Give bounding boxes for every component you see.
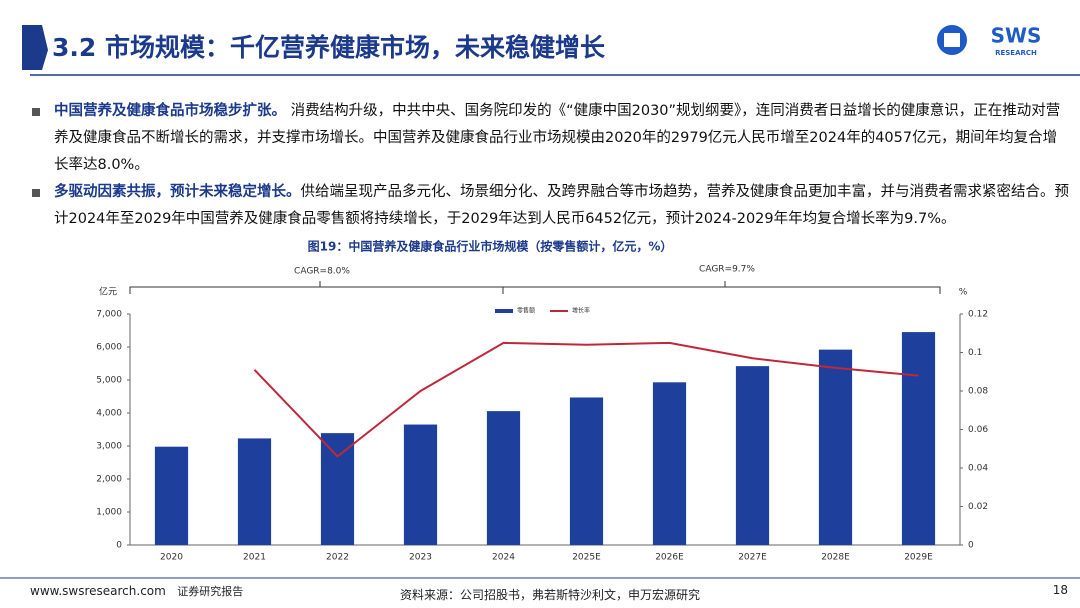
footer-site: www.swsresearch.com 证券研究报告 [30, 583, 243, 599]
y2-tick-label: 0.1 [968, 348, 982, 358]
slide-title: 3.2 市场规模：千亿营养健康市场，未来稳健增长 [52, 33, 605, 62]
x-tick-label: 2023 [409, 553, 432, 563]
page-number: 18 [1052, 583, 1068, 597]
bar [403, 424, 438, 545]
bullet-lead: 中国营养及健康食品市场稳步扩张。 [54, 103, 286, 119]
y-tick-label: 4,000 [96, 409, 122, 419]
y2-tick-label: 0.12 [968, 310, 988, 320]
bullet-text: 消费结构升级，中共中央、国务院印发的《“健康中国2030”规划纲要》，连同消费者… [54, 103, 1061, 173]
y-tick-label: 5,000 [96, 376, 122, 386]
bullet: 多驱动因素共振，预计未来稳定增长。供给端呈现产品多元化、场景细分化、及跨界融合等… [30, 179, 1070, 233]
x-tick-label: 2024 [492, 553, 515, 563]
annotation: CAGR=8.0% [294, 267, 350, 277]
bullet-text: 供给端呈现产品多元化、场景细分化、及跨界融合等市场趋势，营养及健康食品更加丰富，… [54, 184, 1069, 227]
y2-tick-label: 0 [968, 541, 974, 551]
header-mark [22, 25, 48, 70]
y-tick-label: 6,000 [96, 343, 122, 353]
y2-tick-label: 0.08 [968, 387, 988, 397]
y2-tick-label: 0.06 [968, 425, 988, 435]
x-tick-label: 2027E [738, 553, 767, 563]
site: www.swsresearch.com [30, 584, 166, 598]
bar [486, 411, 521, 545]
y-tick-label: 0 [116, 541, 122, 551]
bullets: 中国营养及健康食品市场稳步扩张。 消费结构升级，中共中央、国务院印发的《“健康中… [30, 98, 1070, 233]
bar [569, 397, 604, 545]
y-tick-label: 3,000 [96, 442, 122, 452]
legend-swatch [495, 309, 513, 313]
bullet: 中国营养及健康食品市场稳步扩张。 消费结构升级，中共中央、国务院印发的《“健康中… [30, 98, 1070, 179]
bar [320, 433, 355, 545]
bar [237, 438, 272, 545]
bar [818, 349, 853, 545]
x-tick-label: 2029E [904, 553, 933, 563]
legend-label: 增长率 [572, 307, 590, 315]
y-tick-label: 7,000 [96, 310, 122, 320]
x-tick-label: 2020 [160, 553, 183, 563]
bar [154, 446, 189, 545]
chart-title: 图19：中国营养及健康食品行业市场规模（按零售额计，亿元，%） [308, 239, 673, 254]
x-tick-label: 2025E [572, 553, 601, 563]
bar [652, 382, 687, 545]
x-tick-label: 2028E [821, 553, 850, 563]
logo-icon-inner [944, 33, 960, 47]
x-tick-label: 2022 [326, 553, 349, 563]
x-tick-label: 2026E [655, 553, 684, 563]
y-axis-label: 亿元 [99, 286, 117, 298]
y2-tick-label: 0.02 [968, 502, 988, 512]
report-label: 证券研究报告 [177, 585, 244, 598]
logo: SWS [991, 24, 1042, 48]
cagr-bracket [129, 281, 941, 294]
y-tick-label: 2,000 [96, 475, 122, 485]
bar [735, 366, 770, 545]
logo-sub: RESEARCH [995, 49, 1037, 57]
y2-tick-label: 0.04 [968, 464, 988, 474]
y2-axis-label: % [959, 288, 968, 298]
y-tick-label: 1,000 [96, 508, 122, 518]
annotation: CAGR=9.7% [699, 265, 755, 275]
legend-label: 零售额 [517, 307, 535, 315]
bullet-lead: 多驱动因素共振，预计未来稳定增长。 [54, 184, 301, 200]
line [253, 341, 919, 458]
x-tick-label: 2021 [243, 553, 266, 563]
bar [901, 332, 936, 545]
source: 资料来源：公司招股书，弗若斯特沙利文，申万宏源研究 [400, 588, 701, 602]
